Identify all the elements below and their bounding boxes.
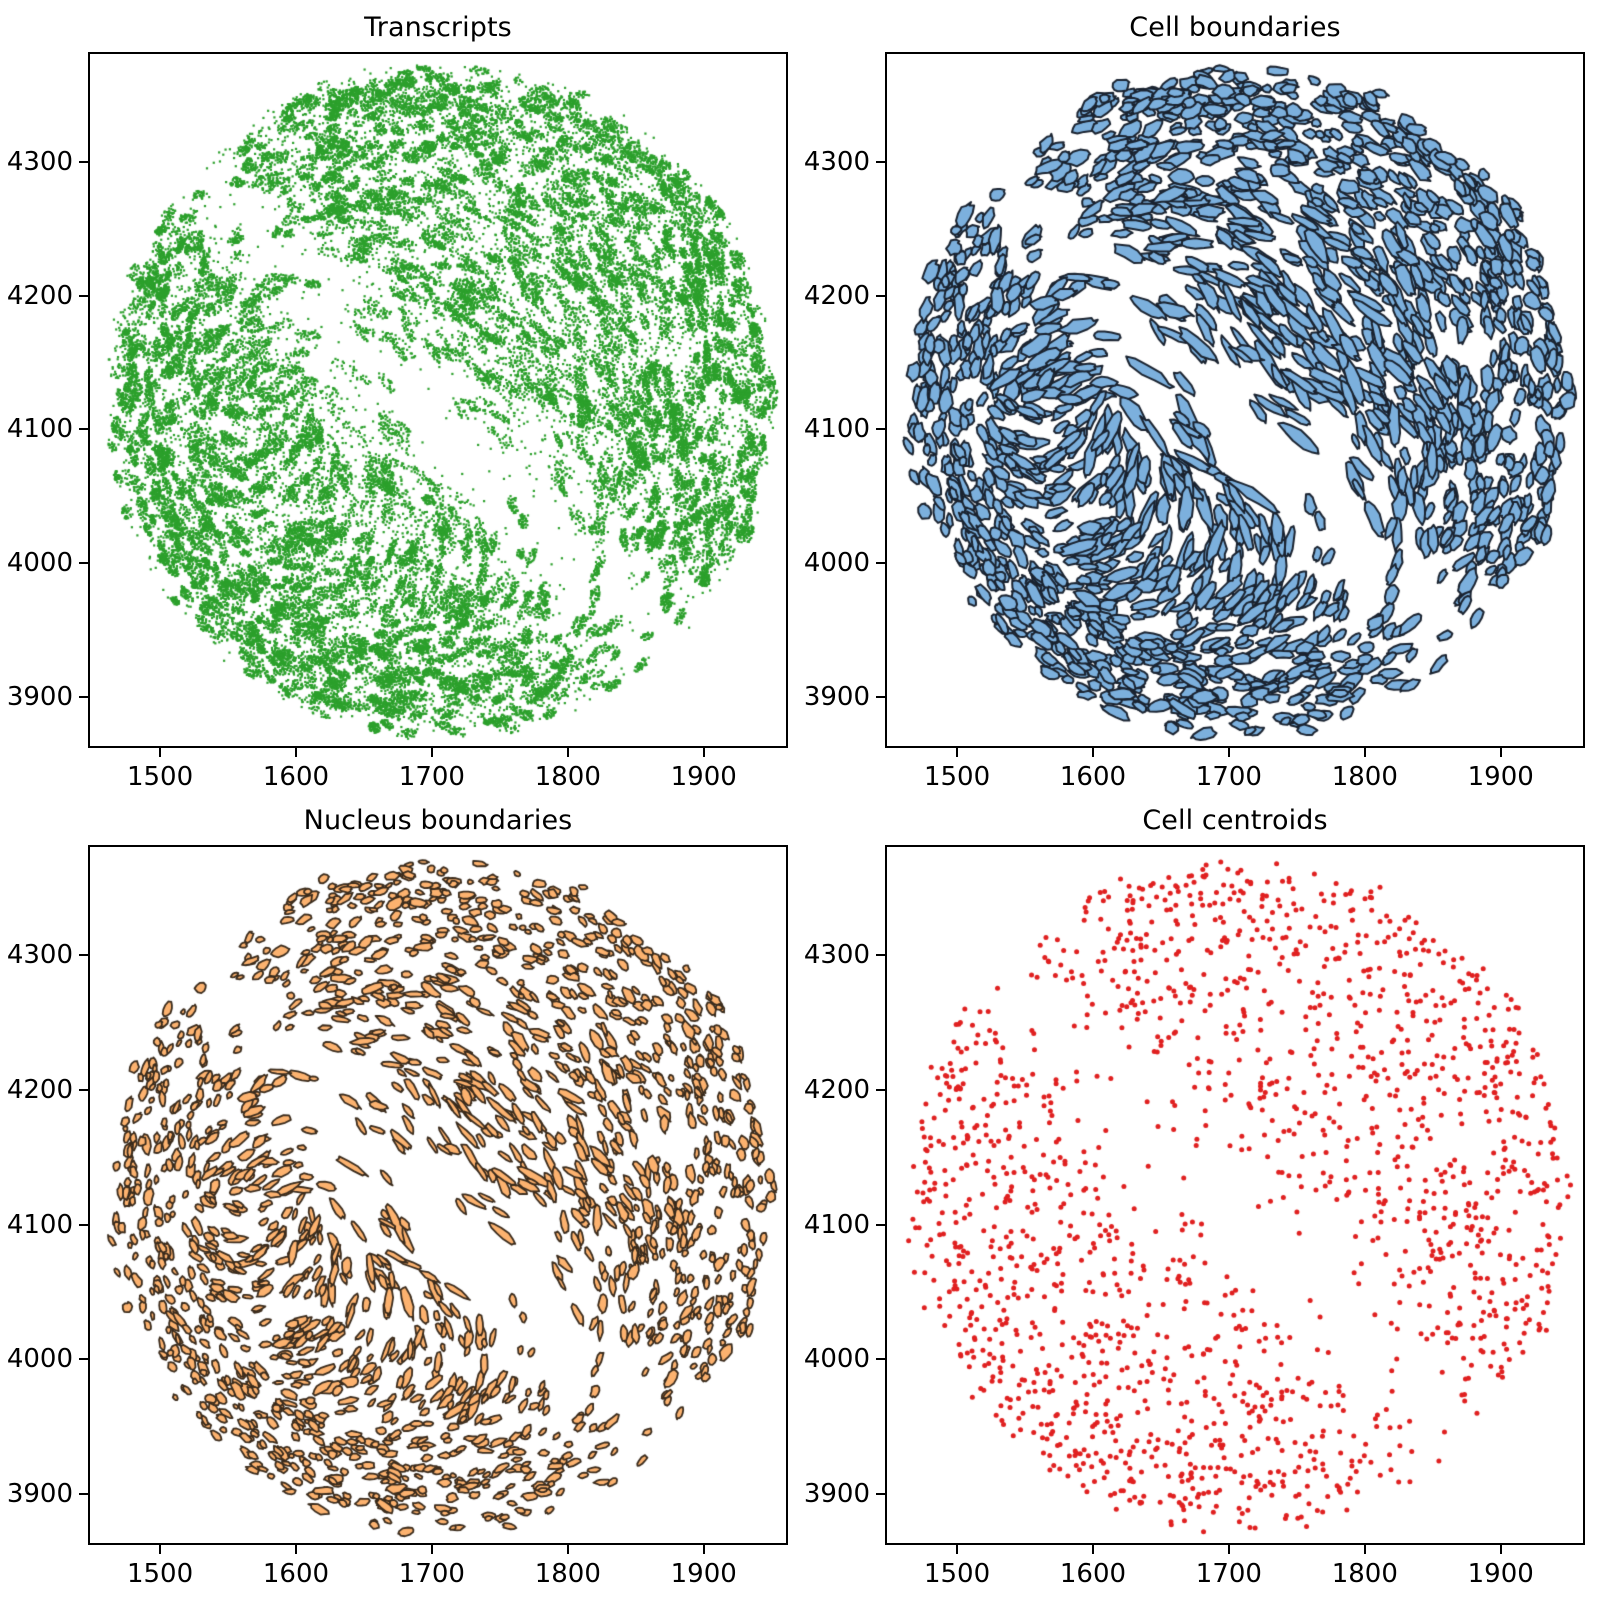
x-tick-mark [294,748,297,757]
y-tick-label: 4000 [803,1344,870,1375]
x-tick-mark [1499,1545,1502,1554]
x-tick-mark [956,1545,959,1554]
x-tick-mark [430,1545,433,1554]
x-tick-mark [956,748,959,757]
y-tick-label: 4300 [6,146,73,177]
x-tick-label: 1700 [398,762,465,792]
y-tick-mark [79,1492,88,1495]
y-tick-mark [876,1223,885,1226]
y-tick-label: 4300 [803,940,870,971]
y-tick-label: 4000 [803,548,870,579]
y-tick-mark [876,1358,885,1361]
y-tick-label: 4200 [803,1075,870,1105]
plot-area-cell-boundaries [885,52,1585,748]
x-tick-label: 1800 [1331,762,1398,792]
plot-area-transcripts [88,52,788,748]
data-layer-cell-boundaries [887,54,1583,746]
y-tick-label: 4000 [6,1344,73,1375]
x-tick-mark [702,1545,705,1554]
panel-title-nucleus-boundaries: Nucleus boundaries [303,805,573,836]
data-layer-cell-centroids [887,847,1583,1543]
y-tick-mark [79,696,88,699]
x-tick-label: 1800 [534,1559,601,1589]
x-tick-label: 1600 [1059,762,1127,792]
x-tick-mark [566,748,569,757]
x-tick-label: 1500 [923,762,991,792]
x-tick-mark [1091,748,1094,757]
y-tick-mark [876,428,885,431]
y-tick-label: 4200 [803,280,870,311]
x-tick-label: 1500 [126,1559,194,1589]
x-tick-mark [1363,748,1366,757]
x-tick-label: 1700 [1195,762,1262,792]
y-tick-mark [876,562,885,565]
y-tick-label: 3900 [6,1478,73,1509]
x-tick-label: 1800 [534,762,601,792]
x-tick-label: 1600 [262,762,330,792]
x-tick-label: 1600 [262,1559,330,1589]
x-tick-label: 1500 [923,1559,991,1589]
y-tick-mark [79,1223,88,1226]
x-tick-label: 1900 [670,1559,737,1589]
y-tick-mark [876,954,885,957]
x-tick-mark [1499,748,1502,757]
panel-title-cell-centroids: Cell centroids [1142,805,1328,836]
y-tick-label: 4100 [6,414,73,445]
y-tick-mark [876,1089,885,1091]
y-tick-mark [79,294,88,297]
x-tick-label: 1900 [670,762,737,792]
x-tick-mark [1227,1545,1230,1554]
x-tick-mark [159,1545,162,1554]
x-tick-mark [1363,1545,1366,1554]
x-tick-mark [159,748,162,757]
y-tick-mark [876,1492,885,1495]
x-tick-mark [1091,1545,1094,1554]
panel-title-transcripts: Transcripts [364,12,512,43]
y-tick-label: 4300 [6,940,73,971]
x-tick-mark [1227,748,1230,757]
y-tick-mark [79,160,88,163]
y-tick-label: 4100 [803,1209,870,1240]
y-tick-label: 3900 [803,682,870,713]
x-tick-mark [294,1545,297,1554]
y-tick-label: 4000 [6,548,73,579]
x-tick-mark [430,748,433,757]
y-tick-mark [79,428,88,431]
y-tick-label: 3900 [6,682,73,713]
y-tick-mark [876,696,885,699]
y-tick-mark [79,1089,88,1091]
y-tick-mark [876,160,885,163]
plot-area-cell-centroids [885,845,1585,1545]
y-tick-mark [79,954,88,957]
y-tick-mark [79,562,88,565]
x-tick-mark [566,1545,569,1554]
x-tick-label: 1600 [1059,1559,1127,1589]
y-tick-mark [79,1358,88,1361]
x-tick-mark [702,748,705,757]
y-tick-label: 4100 [6,1209,73,1240]
x-tick-label: 1700 [1195,1559,1262,1589]
data-layer-nucleus-boundaries [90,847,786,1543]
x-tick-label: 1900 [1467,1559,1534,1589]
y-tick-mark [876,294,885,297]
panel-title-cell-boundaries: Cell boundaries [1129,12,1341,43]
y-tick-label: 4200 [6,280,73,311]
x-tick-label: 1500 [126,762,194,792]
x-tick-label: 1900 [1467,762,1534,792]
plot-area-nucleus-boundaries [88,845,788,1545]
y-tick-label: 3900 [803,1478,870,1509]
x-tick-label: 1800 [1331,1559,1398,1589]
y-tick-label: 4100 [803,414,870,445]
data-layer-transcripts [90,54,786,746]
x-tick-label: 1700 [398,1559,465,1589]
y-tick-label: 4200 [6,1075,73,1105]
y-tick-label: 4300 [803,146,870,177]
